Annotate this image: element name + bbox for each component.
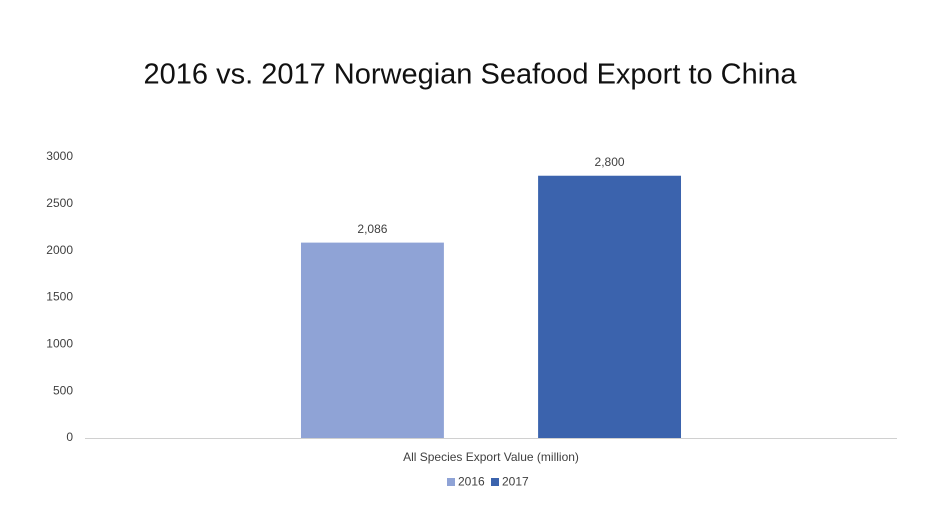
y-tick-label: 3000 bbox=[46, 149, 73, 163]
y-tick-label: 2000 bbox=[46, 243, 73, 257]
y-tick-label: 500 bbox=[53, 383, 73, 397]
x-tick-label: All Species Export Value (million) bbox=[403, 450, 579, 464]
legend-label: 2017 bbox=[502, 475, 529, 489]
value-label: 2,800 bbox=[595, 155, 625, 169]
y-tick-label: 1500 bbox=[46, 290, 73, 304]
legend-swatch bbox=[447, 478, 455, 486]
value-label: 2,086 bbox=[357, 222, 387, 236]
legend-swatch bbox=[491, 478, 499, 486]
y-tick-label: 0 bbox=[66, 430, 73, 444]
y-tick-label: 2500 bbox=[46, 196, 73, 210]
bar bbox=[538, 175, 682, 438]
legend-label: 2016 bbox=[458, 475, 485, 489]
bar bbox=[300, 242, 444, 438]
chart-title: 2016 vs. 2017 Norwegian Seafood Export t… bbox=[144, 59, 798, 91]
y-tick-label: 1000 bbox=[46, 337, 73, 351]
